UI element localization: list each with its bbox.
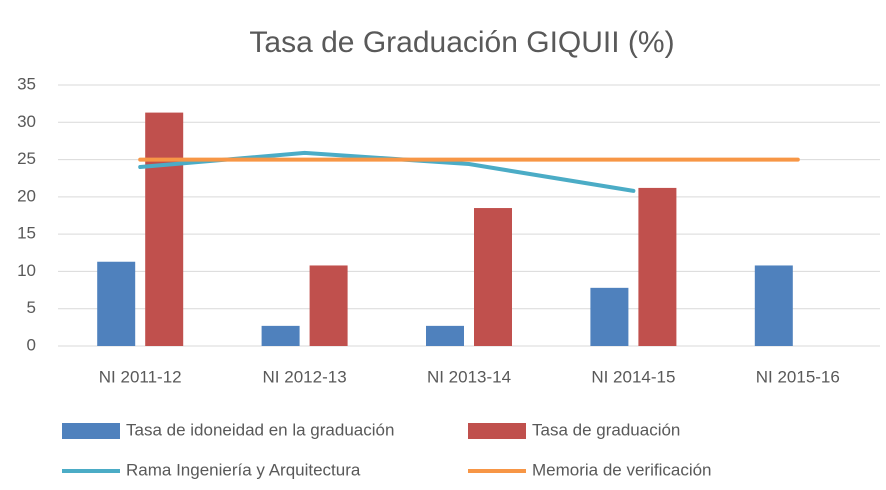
bar <box>145 112 184 346</box>
y-tick-label: 35 <box>17 74 36 93</box>
x-tick-label: NI 2013-14 <box>427 367 511 386</box>
y-tick-label: 5 <box>27 298 36 317</box>
y-tick-label: 30 <box>17 112 36 131</box>
x-tick-label: NI 2011-12 <box>99 367 182 386</box>
bar <box>309 265 348 346</box>
chart-title: Tasa de Graduación GIQUII (%) <box>249 26 674 59</box>
legend-swatch <box>62 423 120 439</box>
legend-label: Tasa de idoneidad en la graduación <box>126 420 394 439</box>
bar <box>97 261 136 346</box>
legend-label: Rama Ingeniería y Arquitectura <box>126 460 361 479</box>
bar <box>754 265 793 346</box>
bar <box>426 325 464 346</box>
y-tick-label: 15 <box>17 224 36 243</box>
y-tick-label: 25 <box>17 149 36 168</box>
legend-label: Memoria de verificación <box>532 460 712 479</box>
legend-swatch <box>468 423 526 439</box>
bar <box>638 187 677 346</box>
y-tick-label: 20 <box>17 186 36 205</box>
y-tick-label: 10 <box>17 261 36 280</box>
bar <box>474 208 512 346</box>
bar <box>261 325 300 346</box>
bar <box>590 287 629 346</box>
x-tick-label: NI 2012-13 <box>263 367 347 386</box>
y-tick-label: 0 <box>27 335 36 354</box>
x-tick-label: NI 2015-16 <box>756 367 840 386</box>
x-tick-label: NI 2014-15 <box>591 367 675 386</box>
legend-label: Tasa de graduación <box>532 420 680 439</box>
